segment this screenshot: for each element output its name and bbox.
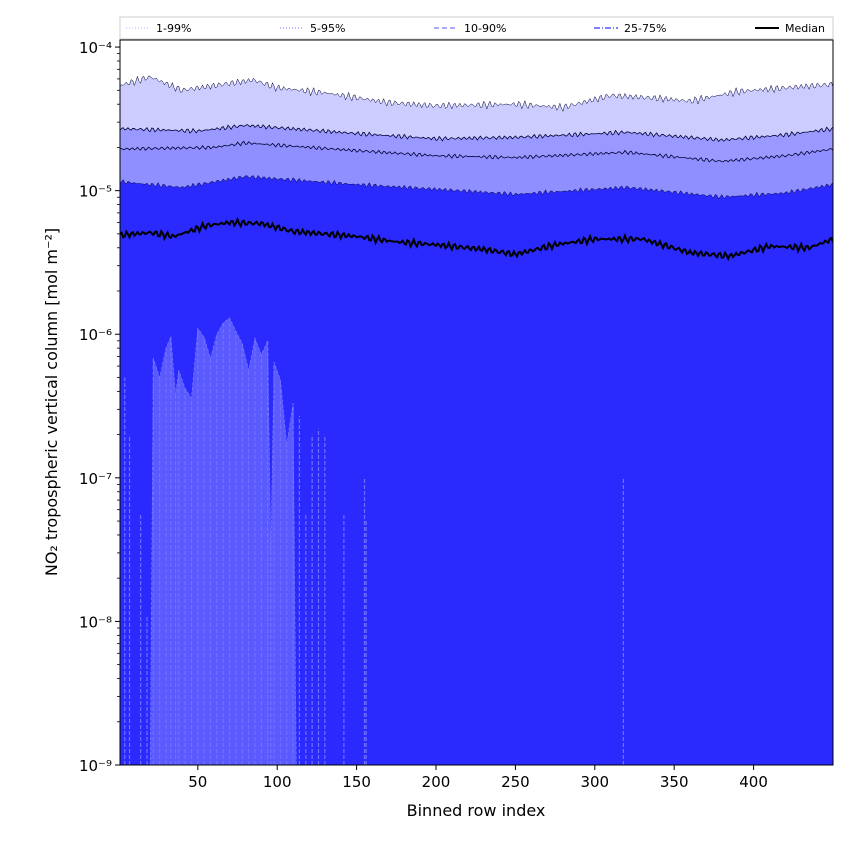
y-axis: 10⁻⁹ 10⁻⁸ 10⁻⁷ 10⁻⁶ 10⁻⁵ 10⁻⁴ (79, 39, 120, 775)
legend-label: Median (785, 22, 825, 35)
y-axis-label: NO₂ tropospheric vertical column [mol m⁻… (42, 228, 61, 576)
band-edge-10-90pct (120, 140, 833, 163)
y-tick-label: 10⁻⁶ (79, 326, 112, 344)
legend-frame (119, 16, 834, 40)
y-tick-label: 10⁻⁸ (79, 613, 112, 631)
legend: 1-99% 5-95% 10-90% 25-75% Median (119, 16, 834, 40)
lower-tail-spikes (124, 317, 624, 765)
x-tick-label: 150 (342, 773, 371, 791)
legend-label: 1-99% (156, 22, 191, 35)
legend-label: 10-90% (464, 22, 506, 35)
x-tick-label: 400 (739, 773, 768, 791)
x-axis-label: Binned row index (407, 801, 546, 820)
y-tick-label: 10⁻⁴ (79, 39, 112, 57)
plot-area (120, 75, 833, 765)
y-tick-label: 10⁻⁷ (79, 470, 112, 488)
band-iqr-fill (120, 175, 833, 765)
x-axis: 50 100 150 200 250 300 350 400 (188, 765, 768, 791)
band-edge-1-99pct (120, 75, 833, 113)
legend-label: 5-95% (310, 22, 345, 35)
band-edge-5-95pct (120, 123, 833, 143)
x-tick-label: 50 (188, 773, 207, 791)
y-tick-label: 10⁻⁹ (79, 757, 112, 775)
x-tick-label: 300 (580, 773, 609, 791)
y-tick-label: 10⁻⁵ (79, 183, 112, 201)
x-tick-label: 350 (660, 773, 689, 791)
median-line (120, 216, 833, 262)
x-tick-label: 250 (501, 773, 530, 791)
plot-frame (119, 39, 834, 766)
x-tick-label: 100 (263, 773, 292, 791)
legend-label: 25-75% (624, 22, 666, 35)
x-tick-label: 200 (422, 773, 451, 791)
